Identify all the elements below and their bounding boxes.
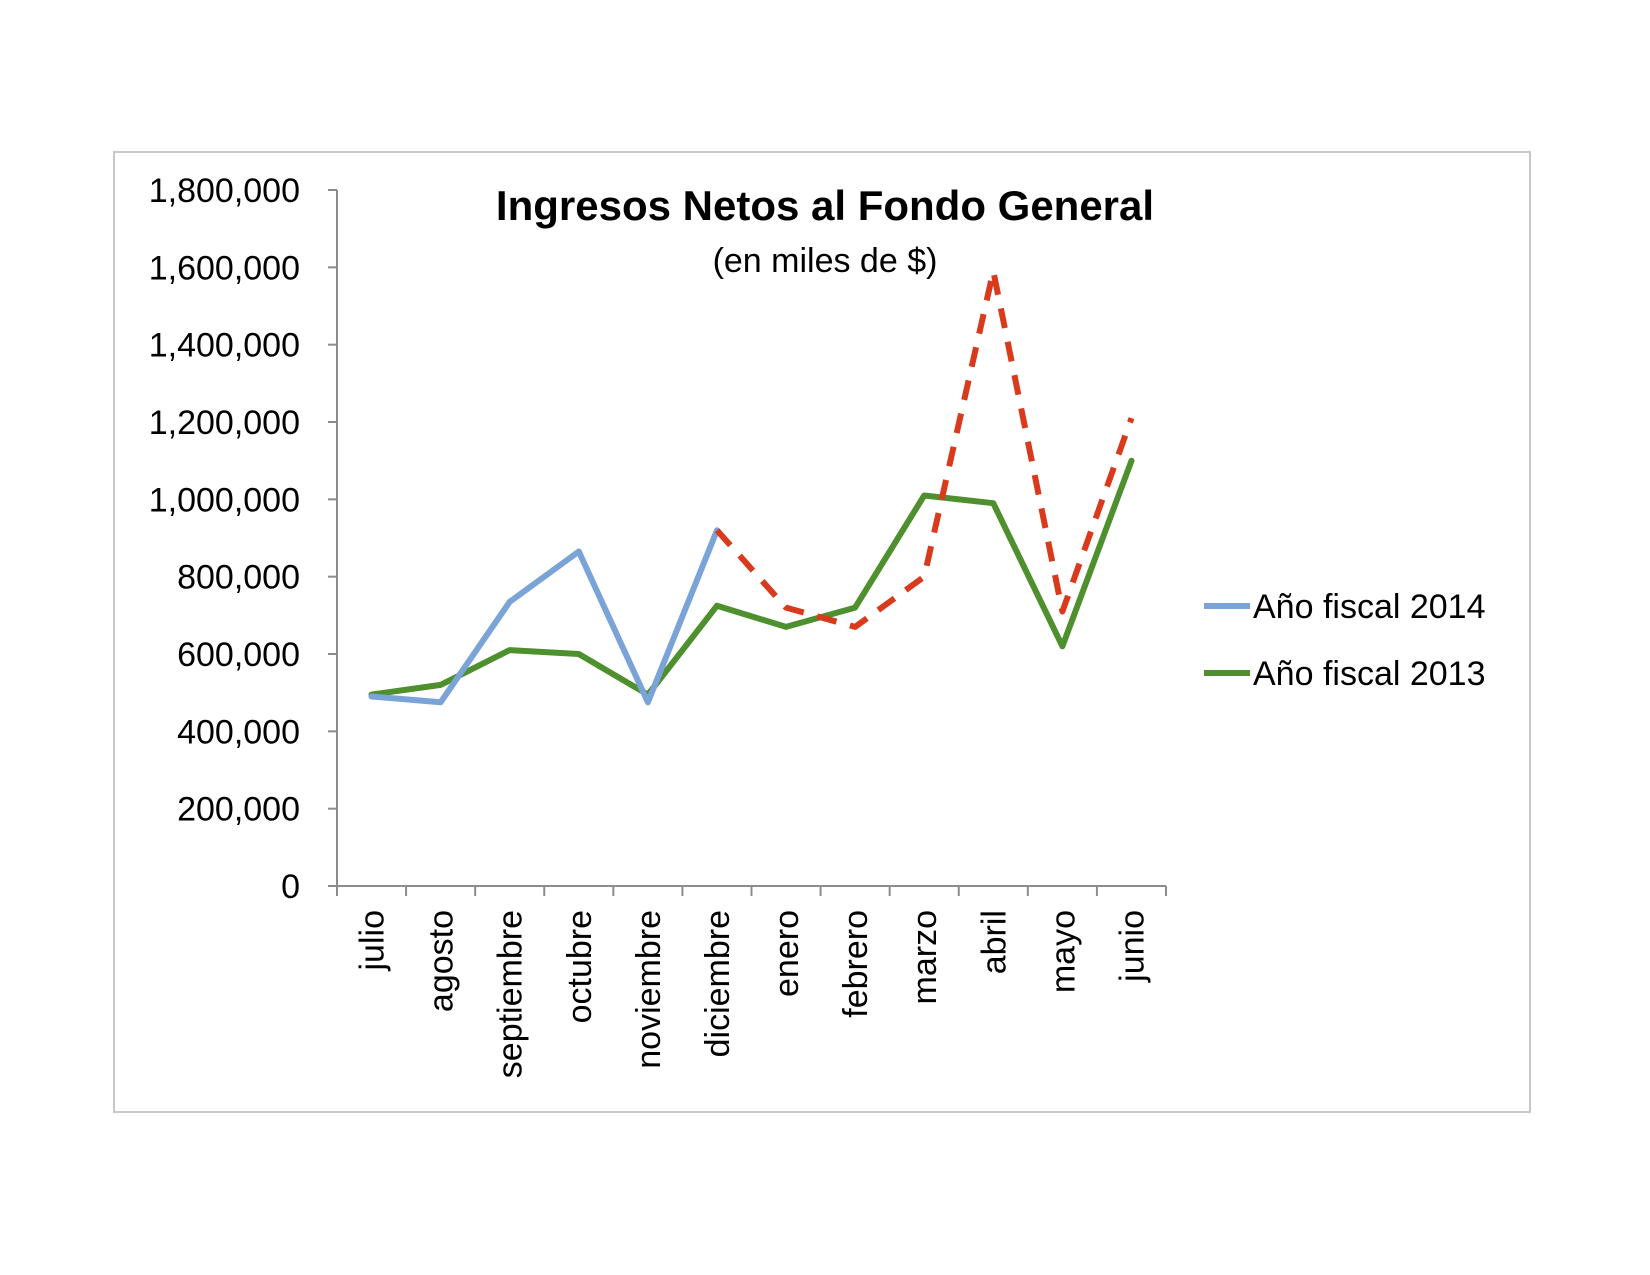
y-tick-label: 1,600,000	[149, 249, 300, 287]
y-tick-label: 200,000	[177, 791, 300, 829]
legend-label: Año fiscal 2014	[1253, 588, 1486, 626]
x-tick-label: octubre	[561, 910, 599, 1023]
x-tick-label: abril	[975, 910, 1013, 974]
series-line-año-fiscal-2013	[368, 457, 1135, 698]
y-tick-label: 1,800,000	[149, 172, 300, 210]
x-tick-label: junio	[1113, 910, 1151, 983]
y-tick-label: 0	[281, 868, 300, 906]
y-tick-label: 1,200,000	[149, 404, 300, 442]
y-tick-label: 1,000,000	[149, 481, 300, 519]
series-line-dashed	[714, 268, 1135, 630]
x-tick-label: enero	[768, 910, 806, 997]
chart-title: Ingresos Netos al Fondo General	[496, 182, 1154, 229]
series-lines	[368, 268, 1135, 706]
x-tick-label: diciembre	[699, 910, 737, 1057]
x-tick-label: marzo	[906, 910, 944, 1004]
legend-label: Año fiscal 2013	[1253, 655, 1486, 693]
y-axis-ticks: 0 200,000 400,000 600,000 800,000 1,000,000 1,…	[149, 172, 337, 906]
axes	[336, 190, 1166, 887]
x-tick-label: noviembre	[630, 910, 668, 1069]
chart-frame	[113, 151, 1531, 1113]
legend: Año fiscal 2014 Año fiscal 2013	[1204, 588, 1486, 693]
x-tick-label: agosto	[423, 910, 461, 1012]
series-line-año-fiscal-2014	[368, 527, 720, 706]
x-tick-label: mayo	[1044, 910, 1082, 993]
x-tick-label: julio	[354, 910, 392, 971]
chart-subtitle: (en miles de $)	[713, 242, 938, 280]
y-tick-label: 1,400,000	[149, 327, 300, 365]
x-axis-ticks: julio agosto septiembre octubre noviembre dic…	[336, 886, 1167, 1078]
x-tick-label: septiembre	[492, 910, 530, 1078]
y-tick-label: 400,000	[177, 713, 300, 751]
y-tick-label: 600,000	[177, 636, 300, 674]
x-tick-label: febrero	[837, 910, 875, 1018]
y-tick-label: 800,000	[177, 559, 300, 597]
